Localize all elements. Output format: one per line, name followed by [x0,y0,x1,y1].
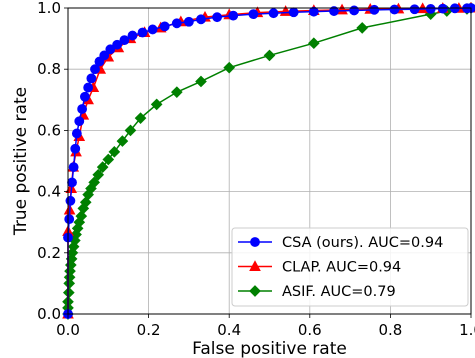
legend-item: CSA (ours). AUC=0.94 [238,235,443,251]
y-tick-label: 0.0 [37,305,61,323]
data-point [268,8,279,19]
y-axis-title: True positive rate [11,87,31,236]
data-point [134,112,147,124]
data-point [308,37,320,50]
data-point [62,286,75,299]
data-point [74,116,85,127]
data-point [195,75,207,88]
data-point [83,82,94,93]
legend-item: CLAP. AUC=0.94 [238,260,401,276]
data-point [80,91,90,102]
series-0 [63,3,475,319]
y-tick-label: 1.0 [37,0,61,17]
legend-label: CLAP. AUC=0.94 [282,260,401,276]
plot-frame [67,7,472,315]
data-point [147,24,158,35]
data-point [112,39,123,50]
data-point [127,30,138,41]
data-point [171,18,182,29]
data-point [137,27,148,38]
data-point [73,216,86,229]
data-point [86,73,97,84]
data-point [159,21,170,32]
data-point [288,7,299,18]
data-point [349,5,360,16]
x-tick-label: 1.0 [459,321,475,339]
data-point [108,145,121,158]
data-point [223,61,236,74]
legend-box [231,227,469,307]
legend-marker [249,285,261,297]
data-point [96,161,109,173]
y-tick-label: 0.6 [37,121,61,139]
data-point [124,124,137,137]
legend-marker [250,237,260,247]
x-tick-label: 0.6 [298,321,322,339]
data-point [79,196,92,209]
legend-label: ASIF. AUC=0.79 [282,284,396,300]
data-point [105,44,116,55]
data-point [68,162,79,173]
x-axis-title: False positive rate [192,339,347,358]
data-point [425,4,436,14]
data-point [183,16,194,27]
data-point [119,35,130,46]
x-tick-label: 0.0 [56,321,80,339]
data-point [77,104,88,114]
legend-label: CSA (ours). AUC=0.94 [282,235,443,251]
data-point [88,176,101,189]
data-point [409,4,420,15]
data-point [263,49,276,62]
data-point [90,64,100,75]
data-point [308,6,319,17]
data-point [437,3,448,14]
data-point [65,195,76,206]
data-point [228,10,239,21]
data-point [99,50,110,61]
data-point [116,135,129,147]
data-point [170,86,183,98]
data-point [150,98,163,111]
x-tick-label: 0.4 [217,321,241,339]
y-tick-label: 0.8 [37,60,61,78]
y-tick-label: 0.2 [37,244,61,262]
legend-marker [249,260,261,272]
data-point [102,153,115,166]
legend: CSA (ours). AUC=0.94 CLAP. AUC=0.94 ASIF. … [231,227,469,307]
data-point [67,177,77,188]
data-point [70,143,81,154]
data-point [356,22,369,34]
data-point [75,210,88,222]
data-point [389,4,400,15]
x-tick-label: 0.2 [137,321,161,339]
data-point [71,222,84,235]
y-tick-label: 0.4 [37,183,61,201]
data-point [369,4,380,15]
x-tick-label: 0.8 [378,321,402,339]
ticks: 0.0 0.2 0.4 0.6 0.8 1.0 0.0 0.2 0.4 0.6 0.8 1.0 [37,0,475,339]
data-point [196,14,206,25]
data-point [64,214,75,225]
data-point [248,9,259,20]
legend-item: ASIF. AUC=0.79 [238,284,396,300]
data-point [70,228,82,241]
data-point [329,6,339,16]
data-point [92,168,105,181]
data-point [212,12,223,23]
data-point [71,128,82,139]
